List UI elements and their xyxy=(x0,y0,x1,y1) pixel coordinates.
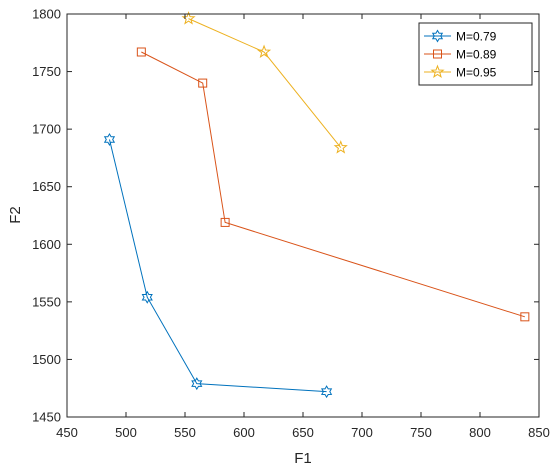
legend-label: M=0.89 xyxy=(456,48,497,62)
y-tick-label: 1600 xyxy=(32,237,61,252)
x-tick-label: 500 xyxy=(115,425,137,440)
x-tick-label: 850 xyxy=(528,425,550,440)
y-tick-label: 1450 xyxy=(32,410,61,425)
data-point xyxy=(136,47,146,57)
legend-marker xyxy=(431,29,444,43)
data-point xyxy=(520,312,530,322)
data-point xyxy=(333,140,348,154)
y-tick-label: 1750 xyxy=(32,64,61,79)
series-line xyxy=(108,139,327,393)
y-tick-label: 1500 xyxy=(32,352,61,367)
x-tick-label: 750 xyxy=(410,425,432,440)
x-tick-label: 700 xyxy=(351,425,373,440)
legend: M=0.79 M=0.89 M=0.95 xyxy=(418,22,533,86)
x-axis-label: F1 xyxy=(294,450,312,467)
series-3 xyxy=(181,11,348,154)
x-tick-label: 600 xyxy=(233,425,255,440)
legend-marker xyxy=(433,49,442,59)
x-tick-label: 800 xyxy=(469,425,491,440)
legend-label: M=0.95 xyxy=(456,66,497,80)
ticks-layer: 450 500 550 600 650 700 750 800 850 1450 1500 1550 1… xyxy=(32,7,550,441)
series-line xyxy=(141,51,525,318)
legend-label: M=0.79 xyxy=(456,30,497,44)
series-2 xyxy=(136,47,530,322)
y-tick-label: 1800 xyxy=(32,7,61,22)
y-axis-label: F2 xyxy=(7,206,24,224)
legend-marker xyxy=(430,64,445,79)
legend-item: M=0.95 xyxy=(424,64,497,80)
y-tick-label: 1550 xyxy=(32,294,61,309)
legend-item: M=0.89 xyxy=(424,48,497,62)
data-point xyxy=(220,217,230,227)
data-point xyxy=(320,385,333,399)
data-point xyxy=(198,78,208,88)
legend-item: M=0.79 xyxy=(424,30,497,44)
series-1 xyxy=(103,133,333,399)
data-point xyxy=(181,11,196,25)
y-tick-label: 1650 xyxy=(32,179,61,194)
series-layer xyxy=(103,11,530,399)
data-point xyxy=(256,44,272,59)
x-tick-label: 450 xyxy=(56,425,78,440)
y-tick-label: 1700 xyxy=(32,122,61,137)
x-tick-label: 550 xyxy=(174,425,196,440)
data-point xyxy=(103,133,116,146)
data-point xyxy=(191,377,203,391)
data-point xyxy=(141,290,153,304)
x-tick-label: 650 xyxy=(292,425,314,440)
series-line xyxy=(188,18,342,148)
